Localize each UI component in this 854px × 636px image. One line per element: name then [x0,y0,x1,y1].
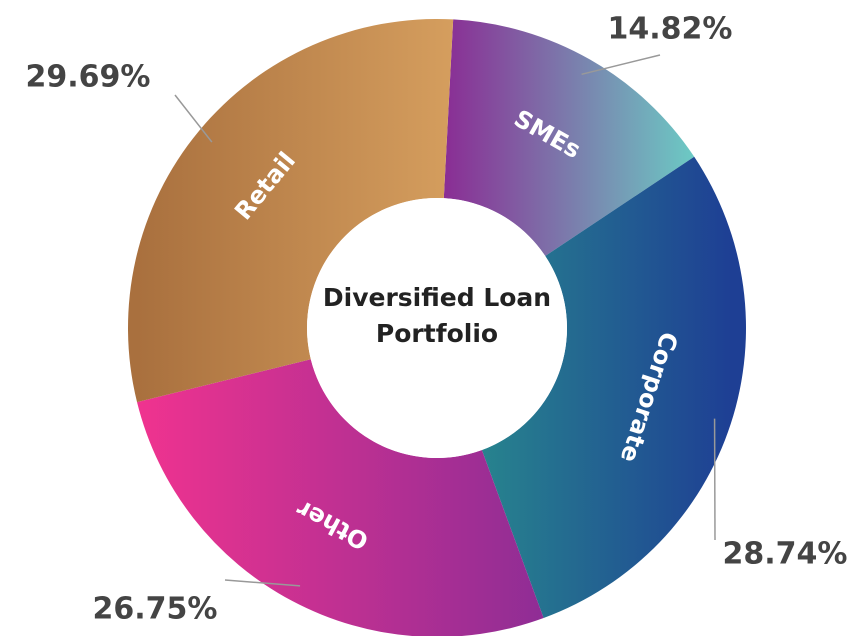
value-label: 29.69% [26,60,151,95]
leader-line [581,54,661,76]
donut-slice [443,19,695,256]
donut-hole [307,198,567,458]
donut-slice [481,156,747,619]
leader-line [174,94,213,143]
value-label: 28.74% [723,537,848,572]
value-label: 26.75% [93,592,218,627]
donut-slice [128,18,454,403]
chart-title: Diversified Loan Portfolio [322,283,552,348]
donut-slice [137,359,544,636]
leader-line [224,579,301,587]
value-label: 14.82% [608,12,733,47]
